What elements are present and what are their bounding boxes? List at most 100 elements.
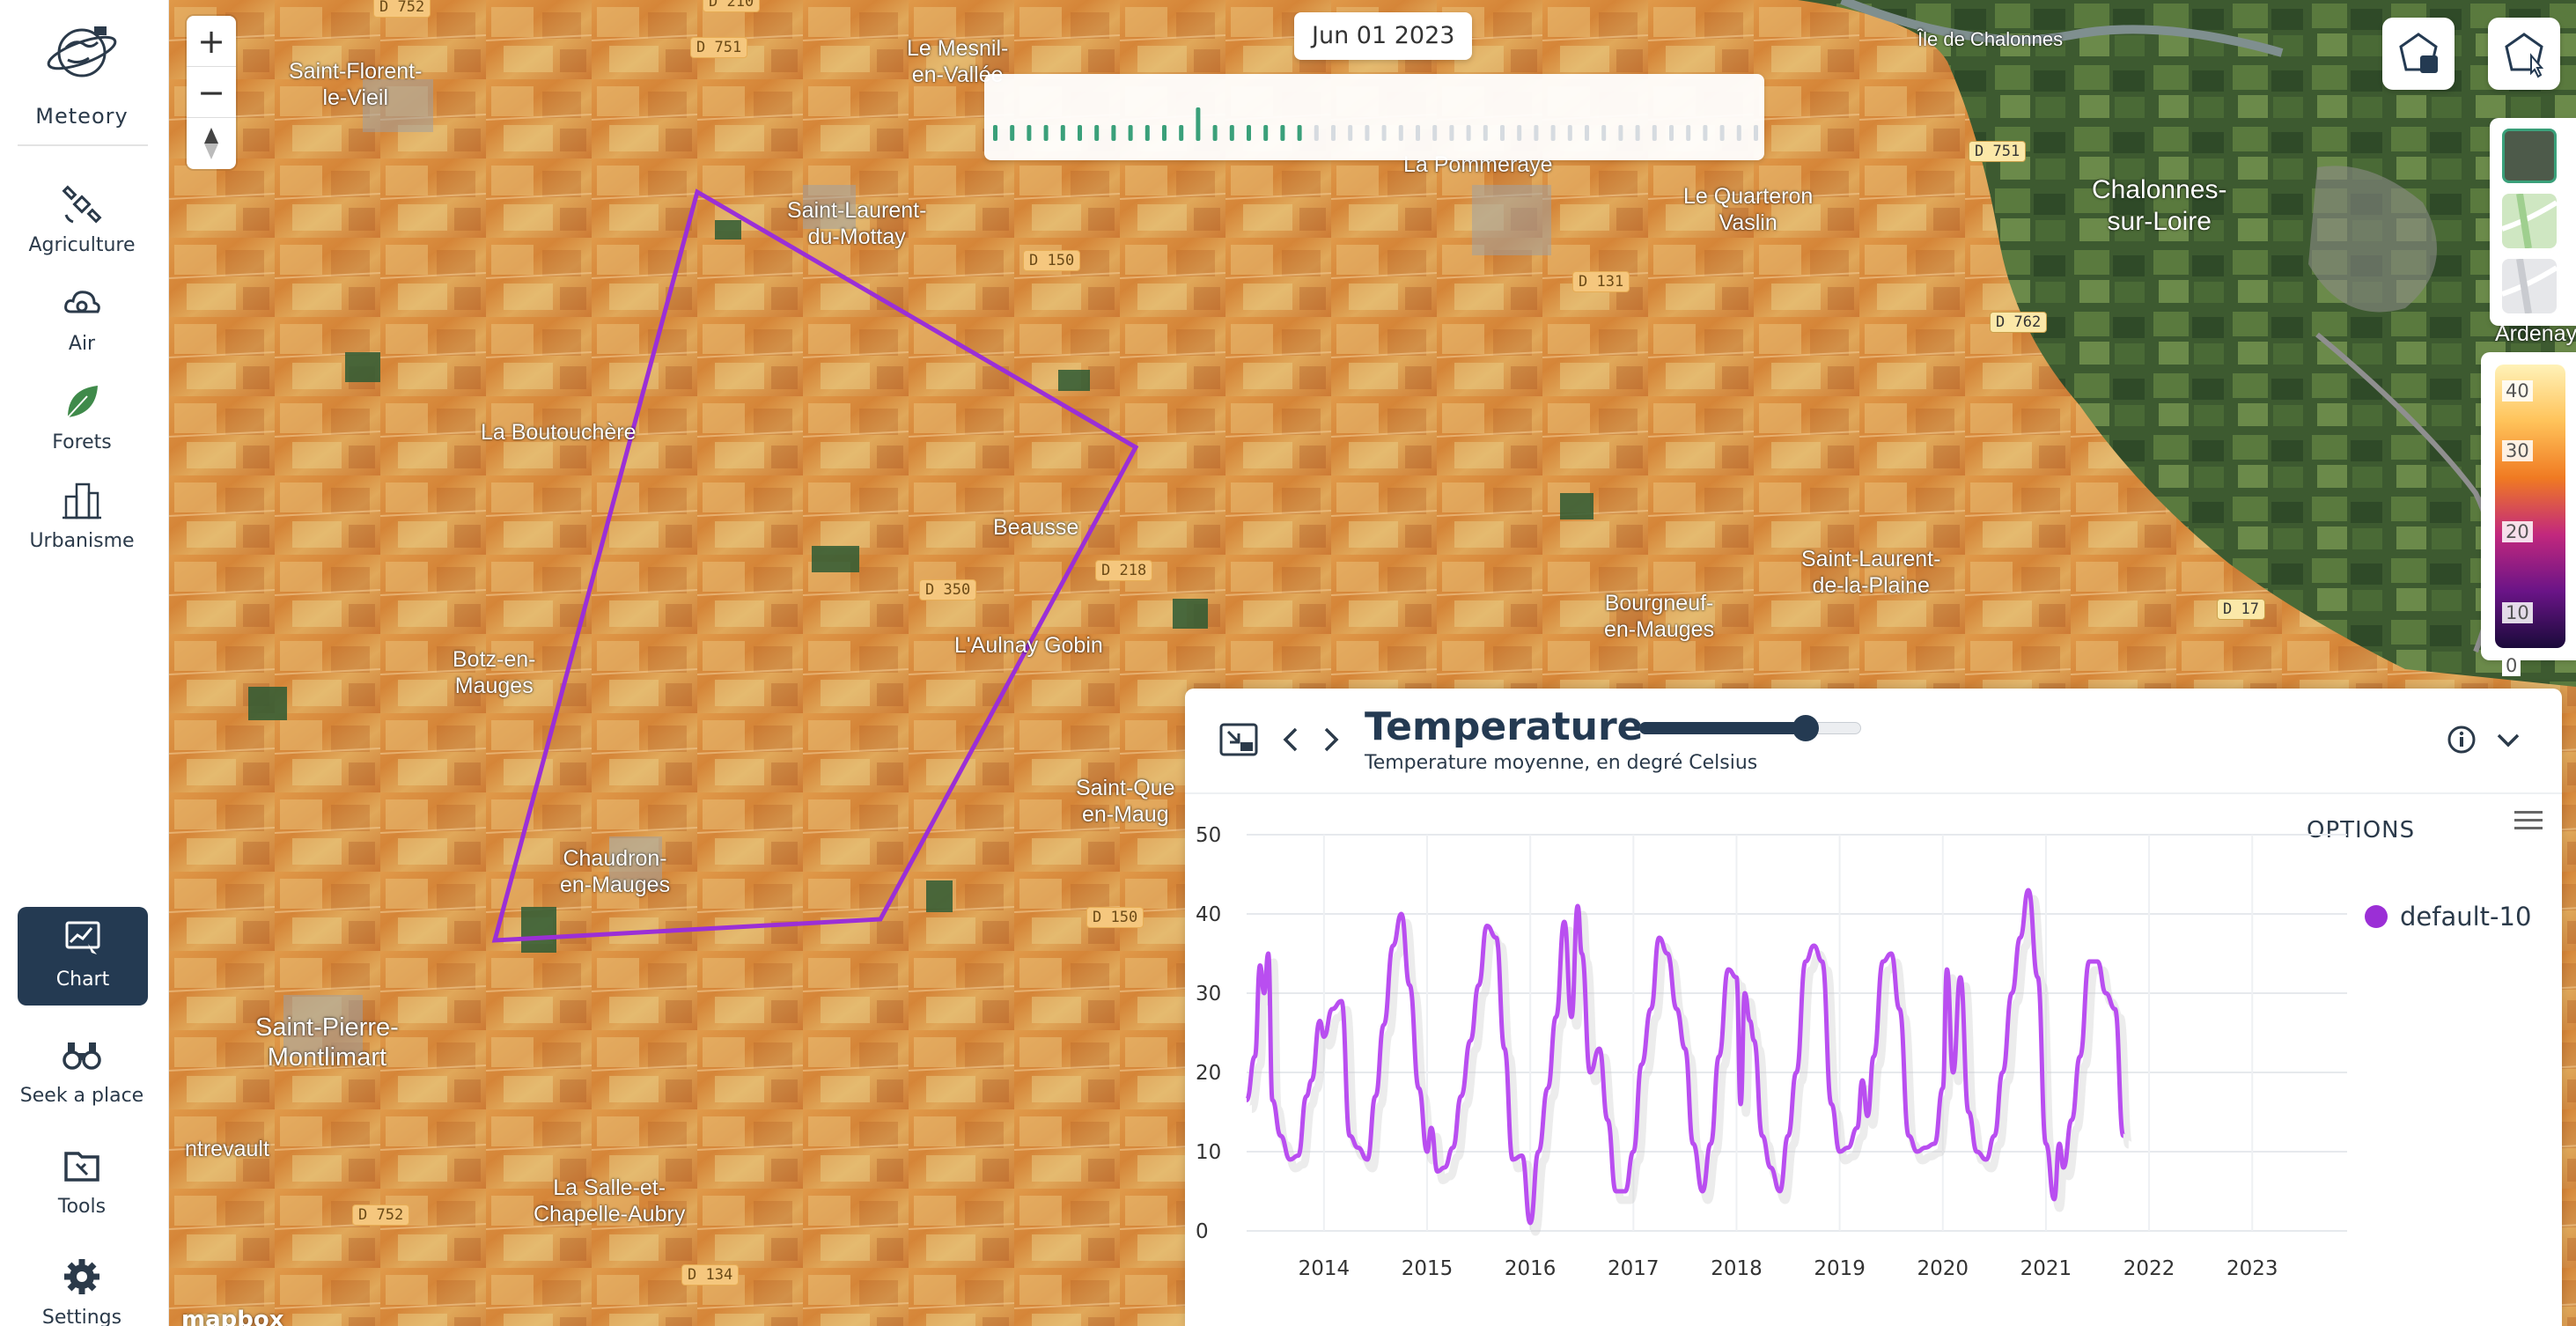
info-icon xyxy=(2447,726,2476,754)
zoom-out-button[interactable]: − xyxy=(187,67,236,118)
timeline-tick[interactable] xyxy=(1010,125,1015,141)
timeline-tick[interactable] xyxy=(993,125,997,141)
timeline-tick[interactable] xyxy=(1060,125,1065,141)
timeline-tick[interactable] xyxy=(1247,125,1251,141)
sidebar-item-forets[interactable]: Forets xyxy=(11,370,153,458)
draw-polygon-button[interactable] xyxy=(2488,18,2560,90)
zoom-in-button[interactable]: + xyxy=(187,16,236,67)
opacity-slider[interactable] xyxy=(1639,715,1861,741)
map-label: Beausse xyxy=(993,515,1079,540)
timeline-tick[interactable] xyxy=(1263,125,1269,141)
chevron-left-icon xyxy=(1283,727,1298,752)
timeline-tick[interactable] xyxy=(1314,125,1319,141)
compass-button[interactable] xyxy=(187,118,236,169)
timeline-tick[interactable] xyxy=(1500,125,1505,141)
timeline-tick[interactable] xyxy=(1652,125,1657,141)
options-label[interactable]: OPTIONS xyxy=(2307,817,2416,843)
timeline-tick[interactable] xyxy=(1550,125,1556,141)
next-button[interactable] xyxy=(1317,724,1345,755)
legend-tick: 40 xyxy=(2502,380,2533,401)
timeline-tick[interactable] xyxy=(1703,125,1708,141)
legend-tick: 30 xyxy=(2502,440,2533,461)
timeline-tick[interactable] xyxy=(1078,125,1082,141)
slider-knob[interactable] xyxy=(1792,715,1819,741)
timeline-tick[interactable] xyxy=(1162,125,1167,141)
timeline-tick[interactable] xyxy=(1128,125,1133,141)
minimize-panel-button[interactable] xyxy=(1218,722,1259,757)
info-button[interactable] xyxy=(2446,724,2477,755)
timeline-tick[interactable] xyxy=(1669,125,1674,141)
sidebar-item-label: Urbanisme xyxy=(29,530,135,552)
layer-streets-button[interactable] xyxy=(2501,193,2558,249)
chart-title: Temperature xyxy=(1365,704,1644,749)
sidebar-item-air[interactable]: Air xyxy=(11,271,153,359)
timeline-tick[interactable] xyxy=(1280,125,1285,141)
timeline-tick[interactable] xyxy=(1719,125,1725,141)
timeline-tick[interactable] xyxy=(1229,125,1234,141)
road-label: D 752 xyxy=(373,0,431,18)
meteory-logo-icon xyxy=(47,26,117,77)
timeline-tick[interactable] xyxy=(1365,125,1370,141)
timeline-tick[interactable] xyxy=(1449,125,1454,141)
timeline-tick[interactable] xyxy=(1432,125,1438,141)
timeline-ticks xyxy=(993,107,1758,141)
timeline-tick[interactable] xyxy=(1585,125,1589,141)
legend-gradient xyxy=(2495,365,2565,648)
timeline-tick[interactable] xyxy=(1144,125,1150,141)
timeline-tick[interactable] xyxy=(1331,125,1336,141)
timeline-tick[interactable] xyxy=(1381,125,1387,141)
timeline-tick[interactable] xyxy=(1517,125,1522,141)
series-color-dot xyxy=(2365,905,2388,928)
map-label: Saint-Florent-le-Vieil xyxy=(289,59,423,110)
timeline-tick[interactable] xyxy=(1754,125,1758,141)
slider-fill xyxy=(1639,722,1806,734)
timeline-tick[interactable] xyxy=(1466,125,1471,141)
timeline-tick[interactable] xyxy=(1601,125,1607,141)
timeline-tick[interactable] xyxy=(1635,125,1640,141)
timeline-tick[interactable] xyxy=(1534,125,1539,141)
sidebar-item-settings[interactable]: Settings xyxy=(11,1245,153,1326)
timeline-tick[interactable] xyxy=(1398,125,1403,141)
timeline-tick[interactable] xyxy=(1043,125,1049,141)
collapse-button[interactable] xyxy=(2493,726,2523,755)
chart-panel: Temperature Temperature moyenne, en degr… xyxy=(1185,689,2562,1326)
layer-light-button[interactable] xyxy=(2501,258,2558,314)
tools-icon xyxy=(64,1152,99,1182)
legend-tick: 20 xyxy=(2502,521,2533,542)
legend-series-item[interactable]: default-10 xyxy=(2365,902,2531,932)
map-attribution[interactable]: mapbox xyxy=(181,1307,284,1326)
timeline-tick[interactable] xyxy=(1416,125,1420,141)
timeline-tick[interactable] xyxy=(1297,125,1302,141)
layer-satellite-button[interactable] xyxy=(2502,129,2557,183)
sidebar-item-urbanisme[interactable]: Urbanisme xyxy=(11,468,153,556)
timeline-tick[interactable] xyxy=(1094,125,1100,141)
series-line-default-10[interactable] xyxy=(1244,888,2126,1226)
timeline-tick[interactable] xyxy=(1196,107,1201,141)
chart-menu-button[interactable] xyxy=(2513,805,2544,836)
y-tick-label: 50 xyxy=(1196,824,1221,847)
map-label: La Boutouchère xyxy=(481,420,637,445)
temperature-chart[interactable]: 0 10 20 30 40 50 2014 2015 2016 2017 2018 2019 2020 2… xyxy=(1185,689,2562,1326)
sidebar-item-agriculture[interactable]: Agriculture xyxy=(11,173,153,261)
timeline-slider[interactable] xyxy=(984,74,1764,160)
timeline-tick[interactable] xyxy=(1686,125,1691,141)
brand[interactable]: Meteory xyxy=(0,18,164,129)
timeline-tick[interactable] xyxy=(1212,125,1218,141)
map-label: Le Quarteron Vaslin xyxy=(1683,184,1814,235)
timeline-tick[interactable] xyxy=(1736,125,1741,141)
timeline-tick[interactable] xyxy=(1111,125,1116,141)
polygon-basket-button[interactable] xyxy=(2382,18,2455,90)
timeline-tick[interactable] xyxy=(1179,125,1184,141)
current-date: Jun 01 2023 xyxy=(1294,12,1473,60)
sidebar-item-seek-a-place[interactable]: Seek a place xyxy=(11,1023,153,1111)
sidebar-item-tools[interactable]: Tools xyxy=(11,1134,153,1222)
timeline-tick[interactable] xyxy=(1618,125,1623,141)
timeline-tick[interactable] xyxy=(1348,125,1353,141)
map-label: Saint-Pierre- Montlimart xyxy=(255,1013,399,1072)
timeline-tick[interactable] xyxy=(1027,125,1032,141)
x-tick-label: 2015 xyxy=(1402,1257,1454,1280)
sidebar-item-chart[interactable]: Chart xyxy=(18,907,148,1006)
previous-button[interactable] xyxy=(1277,724,1305,755)
timeline-tick[interactable] xyxy=(1483,125,1488,141)
timeline-tick[interactable] xyxy=(1567,125,1572,141)
